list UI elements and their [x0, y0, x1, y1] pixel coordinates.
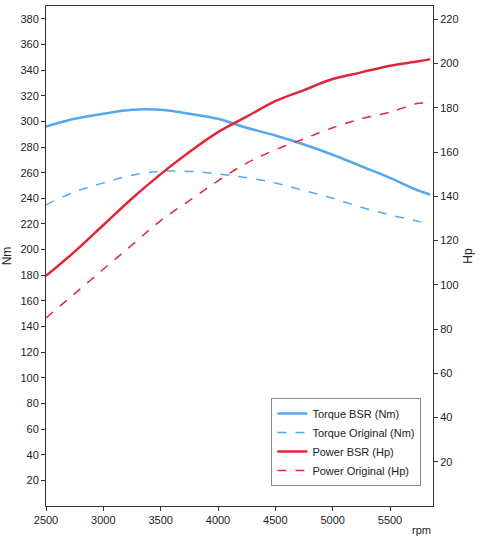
- svg-text:Torque BSR (Nm): Torque BSR (Nm): [312, 408, 399, 420]
- svg-text:rpm: rpm: [412, 524, 431, 536]
- svg-text:4000: 4000: [206, 514, 230, 526]
- svg-text:100: 100: [440, 279, 458, 291]
- svg-text:220: 220: [440, 13, 458, 25]
- svg-text:220: 220: [20, 218, 38, 230]
- svg-text:60: 60: [27, 423, 39, 435]
- svg-text:Torque Original (Nm): Torque Original (Nm): [312, 427, 414, 439]
- svg-text:240: 240: [20, 192, 38, 204]
- svg-text:360: 360: [20, 38, 38, 50]
- svg-text:60: 60: [440, 367, 452, 379]
- svg-text:320: 320: [20, 90, 38, 102]
- svg-text:40: 40: [440, 411, 452, 423]
- svg-text:200: 200: [440, 57, 458, 69]
- svg-text:260: 260: [20, 167, 38, 179]
- svg-text:20: 20: [440, 456, 452, 468]
- svg-text:80: 80: [440, 323, 452, 335]
- svg-text:5000: 5000: [320, 514, 344, 526]
- svg-text:40: 40: [27, 449, 39, 461]
- svg-text:3000: 3000: [91, 514, 115, 526]
- svg-text:120: 120: [440, 234, 458, 246]
- svg-text:300: 300: [20, 115, 38, 127]
- svg-text:140: 140: [20, 320, 38, 332]
- svg-text:120: 120: [20, 346, 38, 358]
- svg-text:160: 160: [20, 295, 38, 307]
- svg-text:100: 100: [20, 372, 38, 384]
- svg-text:Power BSR (Hp): Power BSR (Hp): [312, 446, 393, 458]
- svg-text:Power Original (Hp): Power Original (Hp): [312, 465, 409, 477]
- svg-text:160: 160: [440, 146, 458, 158]
- svg-text:80: 80: [27, 397, 39, 409]
- svg-text:200: 200: [20, 243, 38, 255]
- svg-text:3500: 3500: [148, 514, 172, 526]
- svg-text:Hp: Hp: [461, 248, 475, 264]
- svg-text:180: 180: [20, 269, 38, 281]
- svg-text:2500: 2500: [34, 514, 58, 526]
- svg-text:5500: 5500: [378, 514, 402, 526]
- svg-text:340: 340: [20, 64, 38, 76]
- svg-text:20: 20: [27, 474, 39, 486]
- svg-text:380: 380: [20, 13, 38, 25]
- svg-text:180: 180: [440, 102, 458, 114]
- svg-text:140: 140: [440, 190, 458, 202]
- svg-text:Nm: Nm: [0, 247, 14, 266]
- svg-text:4500: 4500: [263, 514, 287, 526]
- svg-text:280: 280: [20, 141, 38, 153]
